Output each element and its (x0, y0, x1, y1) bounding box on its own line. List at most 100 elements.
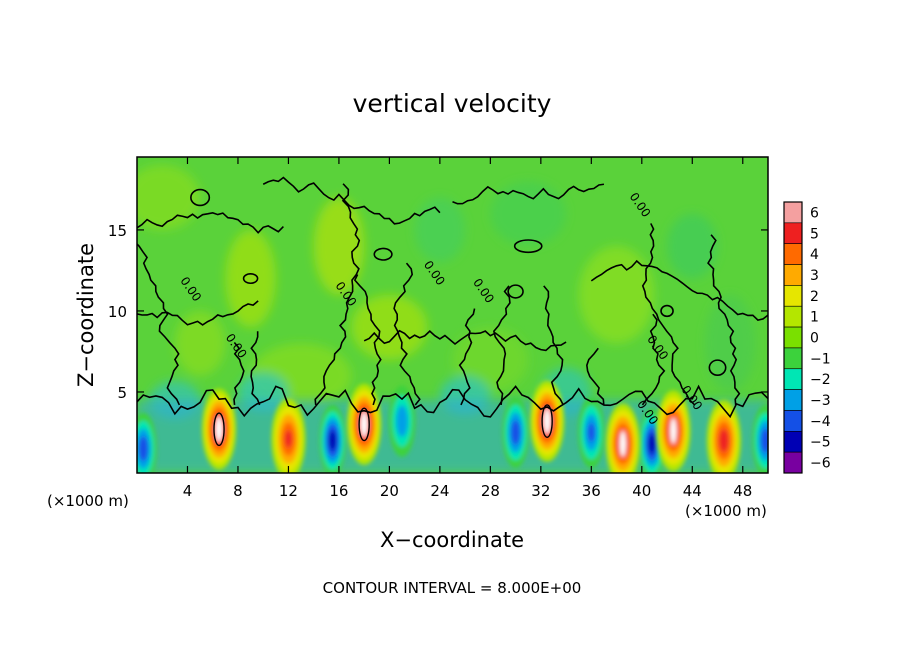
colorbar-label: 3 (810, 268, 819, 284)
colorbar-swatch (783, 326, 803, 349)
core-level (587, 422, 595, 443)
updraft-core (201, 388, 237, 470)
core-level (328, 430, 337, 451)
colorbar-label: −1 (810, 351, 831, 367)
colorbar-swatch (783, 347, 803, 370)
y-tick-label: 15 (108, 222, 127, 240)
core-peak (215, 416, 223, 443)
zero-contour (590, 259, 768, 321)
zero-contour (707, 234, 741, 406)
zero-contour (393, 262, 421, 406)
shade-patch (351, 294, 428, 360)
x-tick-label: 16 (329, 482, 348, 500)
core-level (138, 436, 148, 462)
plot-frame (136, 156, 769, 474)
zero-contour (137, 300, 259, 326)
colorbar-swatch (783, 264, 803, 286)
x-tick-label: 4 (183, 482, 193, 500)
x-tick-label: 28 (481, 482, 500, 500)
x-tick-label: 32 (531, 482, 550, 500)
colorbar-label: 5 (810, 226, 819, 242)
plot-area: 0.000.000.000.000.000.000.000.00 0.00 (137, 157, 768, 473)
shade-patch (313, 197, 365, 295)
core-level (648, 433, 656, 455)
zero-contour-loop (660, 304, 674, 318)
colorbar-swatch (783, 431, 803, 453)
zero-contour (137, 211, 284, 234)
colorbar-swatch (783, 368, 803, 390)
colorbar-label: −2 (810, 372, 831, 388)
x-axis: 4 8 12 16 20 24 28 32 36 40 44 48 (183, 157, 752, 500)
updraft-core (271, 398, 306, 473)
colorbar-swatch (783, 410, 803, 432)
shade-patch (490, 181, 567, 247)
zero-contour (314, 183, 361, 406)
x-tick-label: 44 (683, 482, 702, 500)
shade-patch (225, 229, 276, 328)
zero-contour (262, 176, 441, 225)
colorbar-label: 0 (810, 331, 819, 347)
downdraft-core (137, 413, 157, 473)
y-tick-label: 10 (108, 303, 127, 321)
core-level (510, 420, 521, 445)
colorbar-swatch (783, 305, 803, 328)
colorbar-swatch (783, 451, 803, 474)
downdraft-core (502, 396, 529, 469)
x-tick-label: 36 (582, 482, 601, 500)
colorbar-swatch (783, 201, 803, 224)
shade-patch (704, 294, 756, 392)
core-level (760, 428, 768, 453)
x-unit-right: (×1000 m) (685, 502, 767, 520)
core-level (396, 405, 408, 437)
colorbar-swatch (783, 389, 803, 411)
zero-contour (233, 342, 245, 406)
colorbar: 6 5 4 3 2 1 0 −1 −2 −3 −4 −5 −6 (783, 201, 831, 474)
x-tick-label: 48 (733, 482, 752, 500)
shade-patch (578, 246, 655, 344)
updraft-core (706, 400, 741, 473)
downdraft-core (578, 396, 605, 469)
downdraft-core (752, 404, 768, 473)
zero-contour-loop (190, 188, 211, 207)
x-unit-left: (×1000 m) (47, 492, 129, 510)
zero-contour-loop (708, 359, 727, 377)
velocity-cores (137, 380, 768, 473)
updraft-core (605, 403, 640, 473)
updraft-core (530, 380, 565, 462)
updraft-core (656, 390, 691, 472)
zero-contour-loop (507, 284, 524, 299)
colorbar-label: −3 (810, 393, 831, 409)
colorbar-swatch (783, 243, 803, 265)
zero-contour (492, 285, 511, 406)
x-tick-label: 8 (233, 482, 243, 500)
core-contour (541, 404, 553, 439)
chart-title: vertical velocity (353, 89, 552, 118)
zero-contour (641, 223, 696, 406)
x-tick-label: 20 (380, 482, 399, 500)
zero-contour (353, 274, 382, 406)
colorbar-label: 2 (810, 289, 819, 305)
zero-contour-loop (373, 247, 393, 261)
updraft-core (347, 383, 382, 465)
colorbar-frame (783, 201, 803, 474)
contour-interval-note: CONTOUR INTERVAL = 8.000E+00 (323, 579, 582, 597)
core-peak (670, 417, 677, 444)
y-axis-label: Z−coordinate (74, 243, 98, 387)
core-contour (358, 407, 370, 442)
colorbar-swatch (783, 222, 803, 244)
zero-contour (641, 313, 666, 406)
zero-contour (363, 329, 567, 352)
x-axis-label: X−coordinate (380, 528, 524, 552)
shade-patch (667, 213, 718, 279)
zero-contour (250, 331, 261, 406)
contour-lines (137, 176, 768, 419)
y-tick-label: 5 (117, 384, 127, 402)
shade-patch (414, 197, 466, 263)
x-tick-label: 12 (279, 482, 298, 500)
core-level (284, 430, 293, 448)
core-contour (213, 412, 225, 447)
colorbar-label: 4 (810, 247, 819, 263)
core-peak (619, 430, 627, 457)
